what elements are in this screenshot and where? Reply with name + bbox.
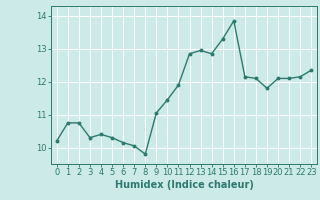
X-axis label: Humidex (Indice chaleur): Humidex (Indice chaleur) <box>115 180 253 190</box>
